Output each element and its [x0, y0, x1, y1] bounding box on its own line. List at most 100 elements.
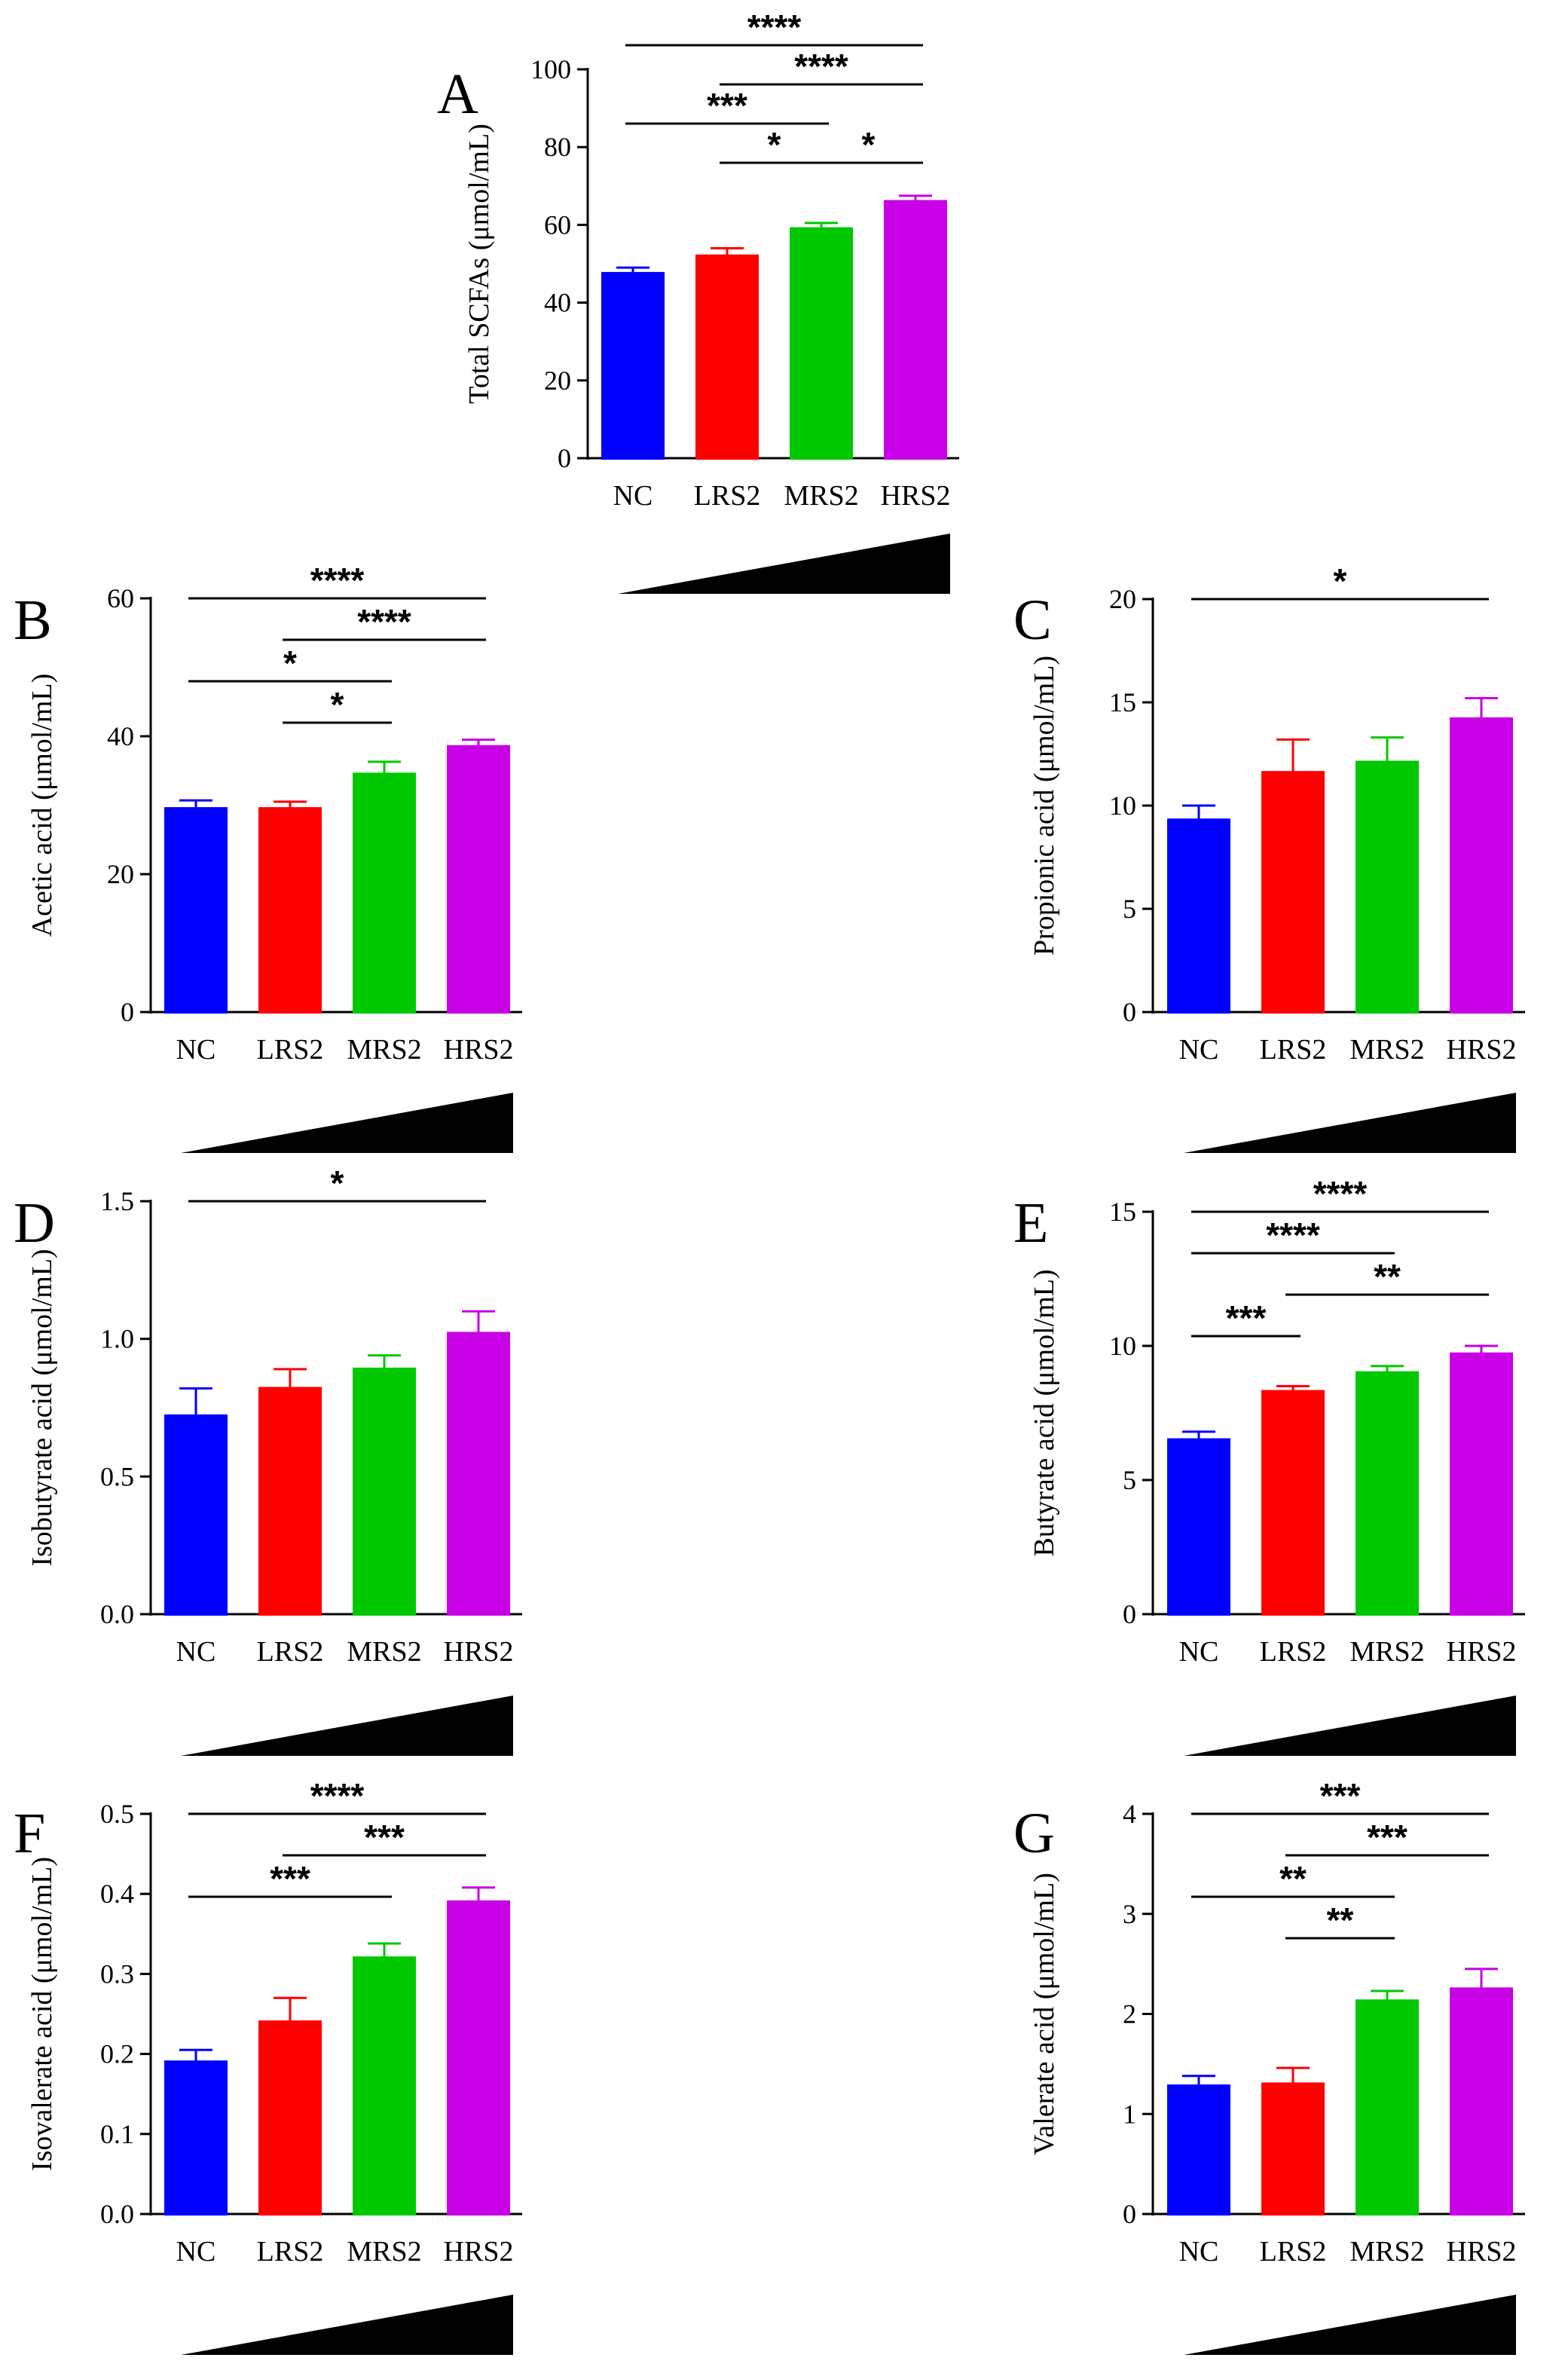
y-tick-label: 20 — [107, 859, 134, 889]
y-axis-title: Isovalerate acid (μmol/mL) — [26, 1857, 58, 2171]
y-axis-title: Valerate acid (μmol/mL) — [1029, 1873, 1060, 2155]
category-label: LRS2 — [1260, 1636, 1327, 1668]
y-tick-label: 1.5 — [100, 1186, 134, 1216]
significance-label: * — [283, 644, 297, 683]
bar-hrs2 — [447, 1900, 510, 2216]
bar-mrs2 — [1356, 760, 1419, 1014]
significance-label: ** — [1374, 1257, 1401, 1296]
y-axis-title: Butyrate acid (μmol/mL) — [1029, 1269, 1060, 1556]
y-tick-label: 0.2 — [100, 2039, 134, 2069]
y-tick-label: 20 — [1109, 584, 1136, 614]
dose-gradient-wedge — [1184, 1696, 1516, 1756]
category-label: LRS2 — [694, 480, 761, 512]
y-tick-label: 40 — [107, 721, 134, 751]
category-label: NC — [1179, 1636, 1219, 1668]
significance-label: **** — [310, 561, 365, 600]
dose-gradient-wedge — [181, 1696, 513, 1756]
y-axis-title: Acetic acid (μmol/mL) — [26, 674, 58, 937]
bar-nc — [1167, 1438, 1230, 1616]
category-label: HRS2 — [1447, 1034, 1517, 1066]
category-label: LRS2 — [1260, 1034, 1327, 1066]
category-label: MRS2 — [347, 2236, 421, 2268]
bar-mrs2 — [353, 772, 416, 1014]
y-axis-title: Propionic acid (μmol/mL) — [1029, 656, 1060, 956]
dose-gradient-wedge — [181, 1093, 513, 1153]
category-label: MRS2 — [784, 480, 858, 512]
significance-label: * — [1334, 561, 1347, 601]
y-axis-title: Total SCFAs (μmol/mL) — [463, 124, 495, 404]
significance-label: **** — [794, 47, 848, 86]
category-label: HRS2 — [881, 480, 951, 512]
y-tick-label: 60 — [107, 583, 134, 613]
y-tick-label: 2 — [1123, 1999, 1136, 2029]
category-label: NC — [176, 1034, 216, 1066]
bar-hrs2 — [1450, 1352, 1513, 1616]
bar-nc — [164, 2060, 228, 2216]
category-label: HRS2 — [444, 1034, 514, 1066]
significance-label: **** — [357, 602, 411, 641]
y-tick-label: 3 — [1123, 1899, 1136, 1929]
significance-label: **** — [1313, 1174, 1368, 1213]
y-tick-label: 4 — [1123, 1799, 1136, 1829]
bar-lrs2 — [258, 1387, 322, 1616]
bar-lrs2 — [1261, 2082, 1325, 2216]
y-tick-label: 0.1 — [100, 2119, 134, 2149]
y-tick-label: 0 — [1123, 2199, 1136, 2229]
bar-mrs2 — [1356, 1999, 1419, 2216]
dose-gradient-wedge — [618, 534, 950, 594]
panel-g: G 0 1 2 3 4 Valerate acid (μmol/mL) NC LRS2 MRS2 H… — [1013, 1776, 1525, 2355]
category-label: NC — [176, 2236, 216, 2268]
bar-mrs2 — [353, 1956, 416, 2216]
panel-letter-c: C — [1013, 589, 1052, 652]
significance-label: *** — [707, 86, 747, 125]
y-tick-label: 100 — [530, 54, 571, 84]
bar-hrs2 — [1450, 1987, 1513, 2216]
y-tick-label: 60 — [544, 209, 571, 240]
panel-f: F 0.0 0.1 0.2 0.3 0.4 0.5 Isovalerate acid (μmo… — [14, 1776, 522, 2355]
bar-nc — [601, 271, 665, 460]
significance-label: * — [768, 125, 781, 164]
panel-letter-f: F — [14, 1802, 45, 1865]
category-label: LRS2 — [257, 1034, 324, 1066]
y-tick-label: 5 — [1123, 1465, 1136, 1495]
category-label: HRS2 — [1447, 1636, 1517, 1668]
category-label: MRS2 — [1349, 1636, 1424, 1668]
bar-lrs2 — [258, 2020, 322, 2216]
significance-label: * — [331, 685, 344, 724]
dose-gradient-wedge — [181, 2295, 513, 2355]
category-label: HRS2 — [444, 1636, 514, 1668]
dose-gradient-wedge — [1184, 1093, 1516, 1153]
y-axis-title: Isobutyrate acid (μmol/mL) — [26, 1249, 58, 1566]
panel-letter-g: G — [1013, 1802, 1055, 1865]
y-tick-label: 0.0 — [100, 1599, 134, 1629]
category-label: LRS2 — [1260, 2236, 1327, 2268]
y-tick-label: 40 — [544, 288, 571, 318]
y-tick-label: 0.0 — [100, 2199, 134, 2229]
y-tick-label: 1.0 — [100, 1324, 134, 1354]
bar-hrs2 — [447, 745, 510, 1014]
y-tick-label: 0 — [558, 443, 571, 473]
significance-label: *** — [1320, 1776, 1361, 1815]
bar-lrs2 — [1261, 771, 1325, 1014]
significance-label: **** — [310, 1776, 365, 1815]
category-label: LRS2 — [257, 2236, 324, 2268]
bar-nc — [1167, 818, 1230, 1014]
bar-nc — [1167, 2084, 1230, 2216]
bar-lrs2 — [258, 807, 322, 1014]
y-tick-label: 0 — [1123, 997, 1136, 1027]
panel-letter-a: A — [437, 63, 478, 126]
y-tick-label: 0.5 — [100, 1799, 134, 1829]
bar-hrs2 — [447, 1332, 510, 1616]
y-tick-label: 5 — [1123, 894, 1136, 924]
panel-c: C 0 5 10 15 20 Propionic acid (μmol/mL) NC LRS2 M… — [1013, 561, 1525, 1153]
bar-nc — [164, 807, 228, 1014]
dose-gradient-wedge — [1184, 2295, 1516, 2355]
y-tick-label: 0.3 — [100, 1959, 134, 1989]
y-tick-label: 0.4 — [100, 1879, 134, 1909]
bar-mrs2 — [790, 227, 853, 460]
significance-label: * — [331, 1164, 344, 1203]
bar-mrs2 — [353, 1367, 416, 1616]
bar-hrs2 — [1450, 717, 1513, 1014]
significance-label: **** — [1266, 1216, 1320, 1255]
